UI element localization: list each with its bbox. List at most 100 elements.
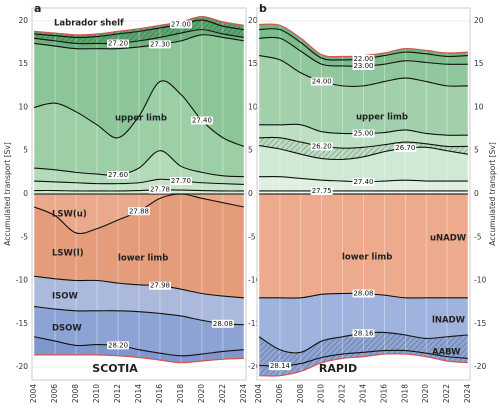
y-tick-label: -10 <box>474 276 486 285</box>
contour-line <box>34 305 244 326</box>
level-label-box <box>352 329 375 338</box>
level-label: 27.70 <box>171 177 191 185</box>
x-tick-label: 2018 <box>176 384 185 403</box>
level-label-box <box>107 170 130 179</box>
x-tick-label: 2010 <box>92 384 101 403</box>
plot-frame <box>31 7 247 381</box>
contour-line <box>33 80 245 147</box>
y-tick-label: 10 <box>18 102 28 111</box>
region-label: uNADW <box>430 234 467 244</box>
x-tick-label: 2004 <box>254 384 263 403</box>
y-tick-label: -20 <box>16 362 28 371</box>
region-label: LSW(u) <box>52 210 87 220</box>
y-tick-label: 0 <box>474 189 479 198</box>
y-tick-label: -5 <box>248 232 256 241</box>
y-tick-label: -10 <box>248 276 260 285</box>
y-tick-label: -5 <box>21 232 29 241</box>
region-label: LSW(l) <box>52 249 84 259</box>
level-label: 28.14 <box>270 362 291 370</box>
panel-label: b <box>259 2 267 15</box>
level-label-box <box>268 362 291 371</box>
x-tick-label: 2006 <box>275 384 284 403</box>
level-label-box <box>148 185 171 194</box>
level-label-box <box>352 177 375 186</box>
x-tick-label: 2018 <box>400 384 409 403</box>
x-tick-label: 2008 <box>71 384 80 403</box>
panel-label: a <box>34 2 41 15</box>
level-label: 27.88 <box>129 207 149 215</box>
level-label-box <box>310 186 333 195</box>
y-tick-label: -15 <box>248 319 260 328</box>
level-label: 28.20 <box>108 341 128 349</box>
level-label-box <box>352 289 375 298</box>
level-label: 27.98 <box>150 282 170 290</box>
region-label: lower limb <box>118 254 168 264</box>
y-axis-label: Accumulated transport [Sv] <box>488 142 497 246</box>
x-tick-label: 2020 <box>197 384 206 403</box>
region-label: upper limb <box>356 113 408 123</box>
level-label: 27.60 <box>108 171 128 179</box>
panel-title: RAPID <box>319 362 357 375</box>
x-tick-label: 2022 <box>218 384 227 403</box>
region-label: AABW <box>432 348 461 358</box>
contour-line <box>258 55 468 87</box>
level-label-box <box>352 61 375 70</box>
y-tick-label: 0 <box>248 189 253 198</box>
y-tick-label: 15 <box>474 59 484 68</box>
level-label-box <box>310 142 333 151</box>
y-tick-label: 15 <box>248 59 258 68</box>
contour-line <box>34 19 244 38</box>
y-tick-label: 0 <box>23 189 28 198</box>
contour-line <box>34 34 244 50</box>
contour-line <box>259 349 468 367</box>
level-label-box <box>128 207 150 216</box>
level-label: 26.70 <box>395 144 415 152</box>
y-tick-label: -15 <box>474 319 486 328</box>
band-fill <box>259 37 468 87</box>
level-label: 27.75 <box>312 187 332 195</box>
y-tick-label: 10 <box>248 102 258 111</box>
level-label-box <box>352 129 375 138</box>
x-tick-label: 2024 <box>463 384 472 403</box>
x-tick-label: 2010 <box>317 384 326 403</box>
x-tick-label: 2020 <box>421 384 430 403</box>
x-tick-label: 2012 <box>113 384 122 403</box>
level-label-box <box>107 341 130 350</box>
contour-line <box>34 16 244 36</box>
region-label: lNADW <box>432 316 466 326</box>
contour-line <box>259 136 468 149</box>
y-tick-label: -20 <box>474 362 486 371</box>
region-label: Labrador shelf <box>54 19 124 29</box>
x-tick-label: 2016 <box>379 384 388 403</box>
level-label-box <box>394 144 417 153</box>
y-axis-label: Accumulated transport [Sv] <box>3 142 12 246</box>
y-tick-label: -5 <box>474 232 482 241</box>
level-label-box <box>211 319 234 328</box>
x-tick-label: 2014 <box>134 384 143 403</box>
contour-line <box>34 275 244 299</box>
y-tick-label: 20 <box>248 16 258 25</box>
contour-line <box>258 145 468 161</box>
x-tick-label: 2006 <box>50 384 59 403</box>
y-tick-label: 20 <box>18 16 28 25</box>
contour-line <box>34 178 244 186</box>
y-tick-label: 15 <box>18 59 28 68</box>
y-tick-label: -15 <box>16 319 28 328</box>
region-label: upper limb <box>115 114 167 124</box>
contour-line <box>34 150 244 178</box>
contour-line <box>34 189 244 192</box>
x-tick-label: 2004 <box>29 384 38 403</box>
x-tick-label: 2022 <box>442 384 451 403</box>
level-label: 28.08 <box>353 289 373 297</box>
level-label: 28.16 <box>353 329 374 337</box>
level-label-box <box>352 55 375 64</box>
contour-line <box>34 29 244 45</box>
y-tick-label: 20 <box>474 16 484 25</box>
region-label: ISOW <box>52 292 79 302</box>
y-tick-label: -20 <box>248 362 260 371</box>
y-tick-label: -10 <box>16 276 28 285</box>
level-label-box <box>107 39 130 48</box>
